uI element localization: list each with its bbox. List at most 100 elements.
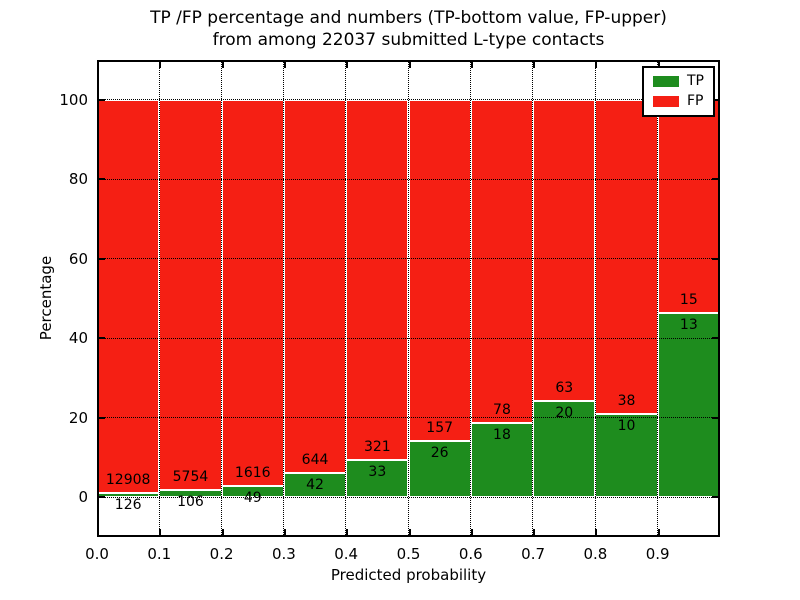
tp-count-label: 126	[114, 497, 142, 514]
y-tick-label: 100	[59, 90, 88, 109]
y-axis-label: Percentage	[37, 255, 55, 341]
y-tick-label: 60	[68, 249, 88, 268]
bar-tp-segment	[595, 414, 658, 498]
axis-tick	[99, 98, 105, 101]
gridline-vertical	[532, 60, 534, 537]
bar-fp-segment	[595, 99, 658, 415]
axis-tick	[712, 496, 718, 499]
chart-title: TP /FP percentage and numbers (TP-bottom…	[97, 7, 720, 51]
fp-count-label: 38	[617, 393, 636, 410]
axis-tick	[99, 337, 105, 340]
gridline-vertical	[407, 60, 409, 537]
y-tick-label: 80	[68, 170, 88, 189]
axis-tick	[718, 62, 720, 68]
axis-tick	[657, 529, 660, 535]
axis-tick	[97, 62, 99, 68]
fp-count-label: 5754	[172, 469, 209, 486]
x-tick-label: 0.0	[85, 545, 109, 563]
fp-count-label: 15	[679, 291, 698, 308]
axis-tick	[595, 62, 598, 68]
axis-tick	[533, 62, 536, 68]
bar-fp-segment	[408, 99, 471, 441]
y-tick-label: 20	[68, 408, 88, 427]
fp-count-label: 157	[426, 419, 454, 436]
axis-tick	[408, 62, 411, 68]
legend-entry-tp: TP	[653, 74, 704, 89]
gridline-vertical	[594, 60, 596, 537]
bar-fp-segment	[159, 99, 222, 491]
gridline-vertical	[345, 60, 347, 537]
bar-fp-segment	[470, 99, 534, 423]
bar-tp-segment	[657, 312, 720, 498]
y-tick-label: 40	[68, 329, 88, 348]
legend-entry-fp: FP	[653, 94, 704, 109]
bar-fp-segment	[346, 99, 409, 461]
axis-tick	[470, 529, 473, 535]
fp-count-label: 78	[493, 401, 511, 418]
axis-tick	[712, 416, 718, 419]
legend: TP FP	[642, 66, 715, 117]
axis-tick	[470, 62, 473, 68]
tp-count-label: 42	[306, 476, 324, 493]
tp-count-label: 49	[243, 489, 262, 506]
legend-label-tp: TP	[687, 73, 704, 89]
axis-tick	[99, 178, 105, 181]
axis-tick	[712, 257, 718, 260]
bar-tp-segment	[346, 460, 409, 498]
axis-tick	[346, 62, 349, 68]
tp-count-label: 26	[430, 444, 449, 461]
x-tick-label: 0.7	[521, 545, 546, 563]
axis-tick	[533, 529, 536, 535]
fp-count-label: 644	[301, 451, 329, 468]
axis-tick	[221, 529, 224, 535]
axis-tick	[283, 62, 286, 68]
fp-count-label: 12908	[105, 472, 151, 489]
tp-count-label: 13	[679, 316, 698, 333]
fp-count-label: 63	[555, 380, 574, 397]
axis-tick	[657, 62, 660, 68]
legend-swatch-fp	[653, 96, 679, 107]
axis-tick	[99, 496, 105, 499]
axis-tick	[718, 529, 720, 535]
legend-label-fp: FP	[687, 93, 704, 109]
chart-title-line1: TP /FP percentage and numbers (TP-bottom…	[150, 8, 667, 28]
bar-tp-segment	[470, 422, 534, 498]
gridline-vertical	[656, 60, 658, 537]
x-tick-label: 0.3	[271, 545, 296, 563]
axis-tick	[221, 62, 224, 68]
axis-tick	[712, 337, 718, 340]
axis-tick	[712, 98, 718, 101]
x-tick-label: 0.5	[396, 545, 421, 563]
axis-tick	[159, 529, 162, 535]
tp-count-label: 33	[368, 464, 387, 481]
gridline-vertical	[158, 60, 160, 537]
axis-tick	[99, 416, 105, 419]
y-tick-label: 0	[78, 488, 88, 507]
fp-count-label: 1616	[234, 464, 271, 481]
bar-fp-segment	[283, 99, 347, 473]
fp-count-label: 321	[363, 439, 391, 456]
tp-count-label: 10	[617, 418, 636, 435]
bar-fp-segment	[657, 99, 720, 313]
tp-count-label: 20	[555, 405, 574, 422]
x-tick-label: 0.9	[645, 545, 670, 563]
x-tick-label: 0.6	[458, 545, 483, 563]
chart-title-line2: from among 22037 submitted L-type contac…	[212, 30, 605, 50]
axis-tick	[283, 529, 286, 535]
x-tick-label: 0.2	[209, 545, 234, 563]
axis-tick	[595, 529, 598, 535]
bar-fp-segment	[97, 99, 160, 494]
axis-tick	[408, 529, 411, 535]
plot-area: TP FP 12908 126 5754 106 1616 49 644 42 321 33 157…	[97, 60, 720, 537]
x-tick-label: 0.4	[334, 545, 359, 563]
gridline-vertical	[470, 60, 472, 537]
bar-fp-segment	[533, 99, 596, 402]
x-tick-label: 0.8	[583, 545, 608, 563]
axis-tick	[97, 529, 99, 535]
x-tick-label: 0.1	[147, 545, 172, 563]
axis-tick	[346, 529, 349, 535]
tp-count-label: 106	[177, 494, 204, 511]
x-axis-label: Predicted probability	[330, 566, 487, 584]
tp-count-label: 18	[493, 426, 511, 443]
